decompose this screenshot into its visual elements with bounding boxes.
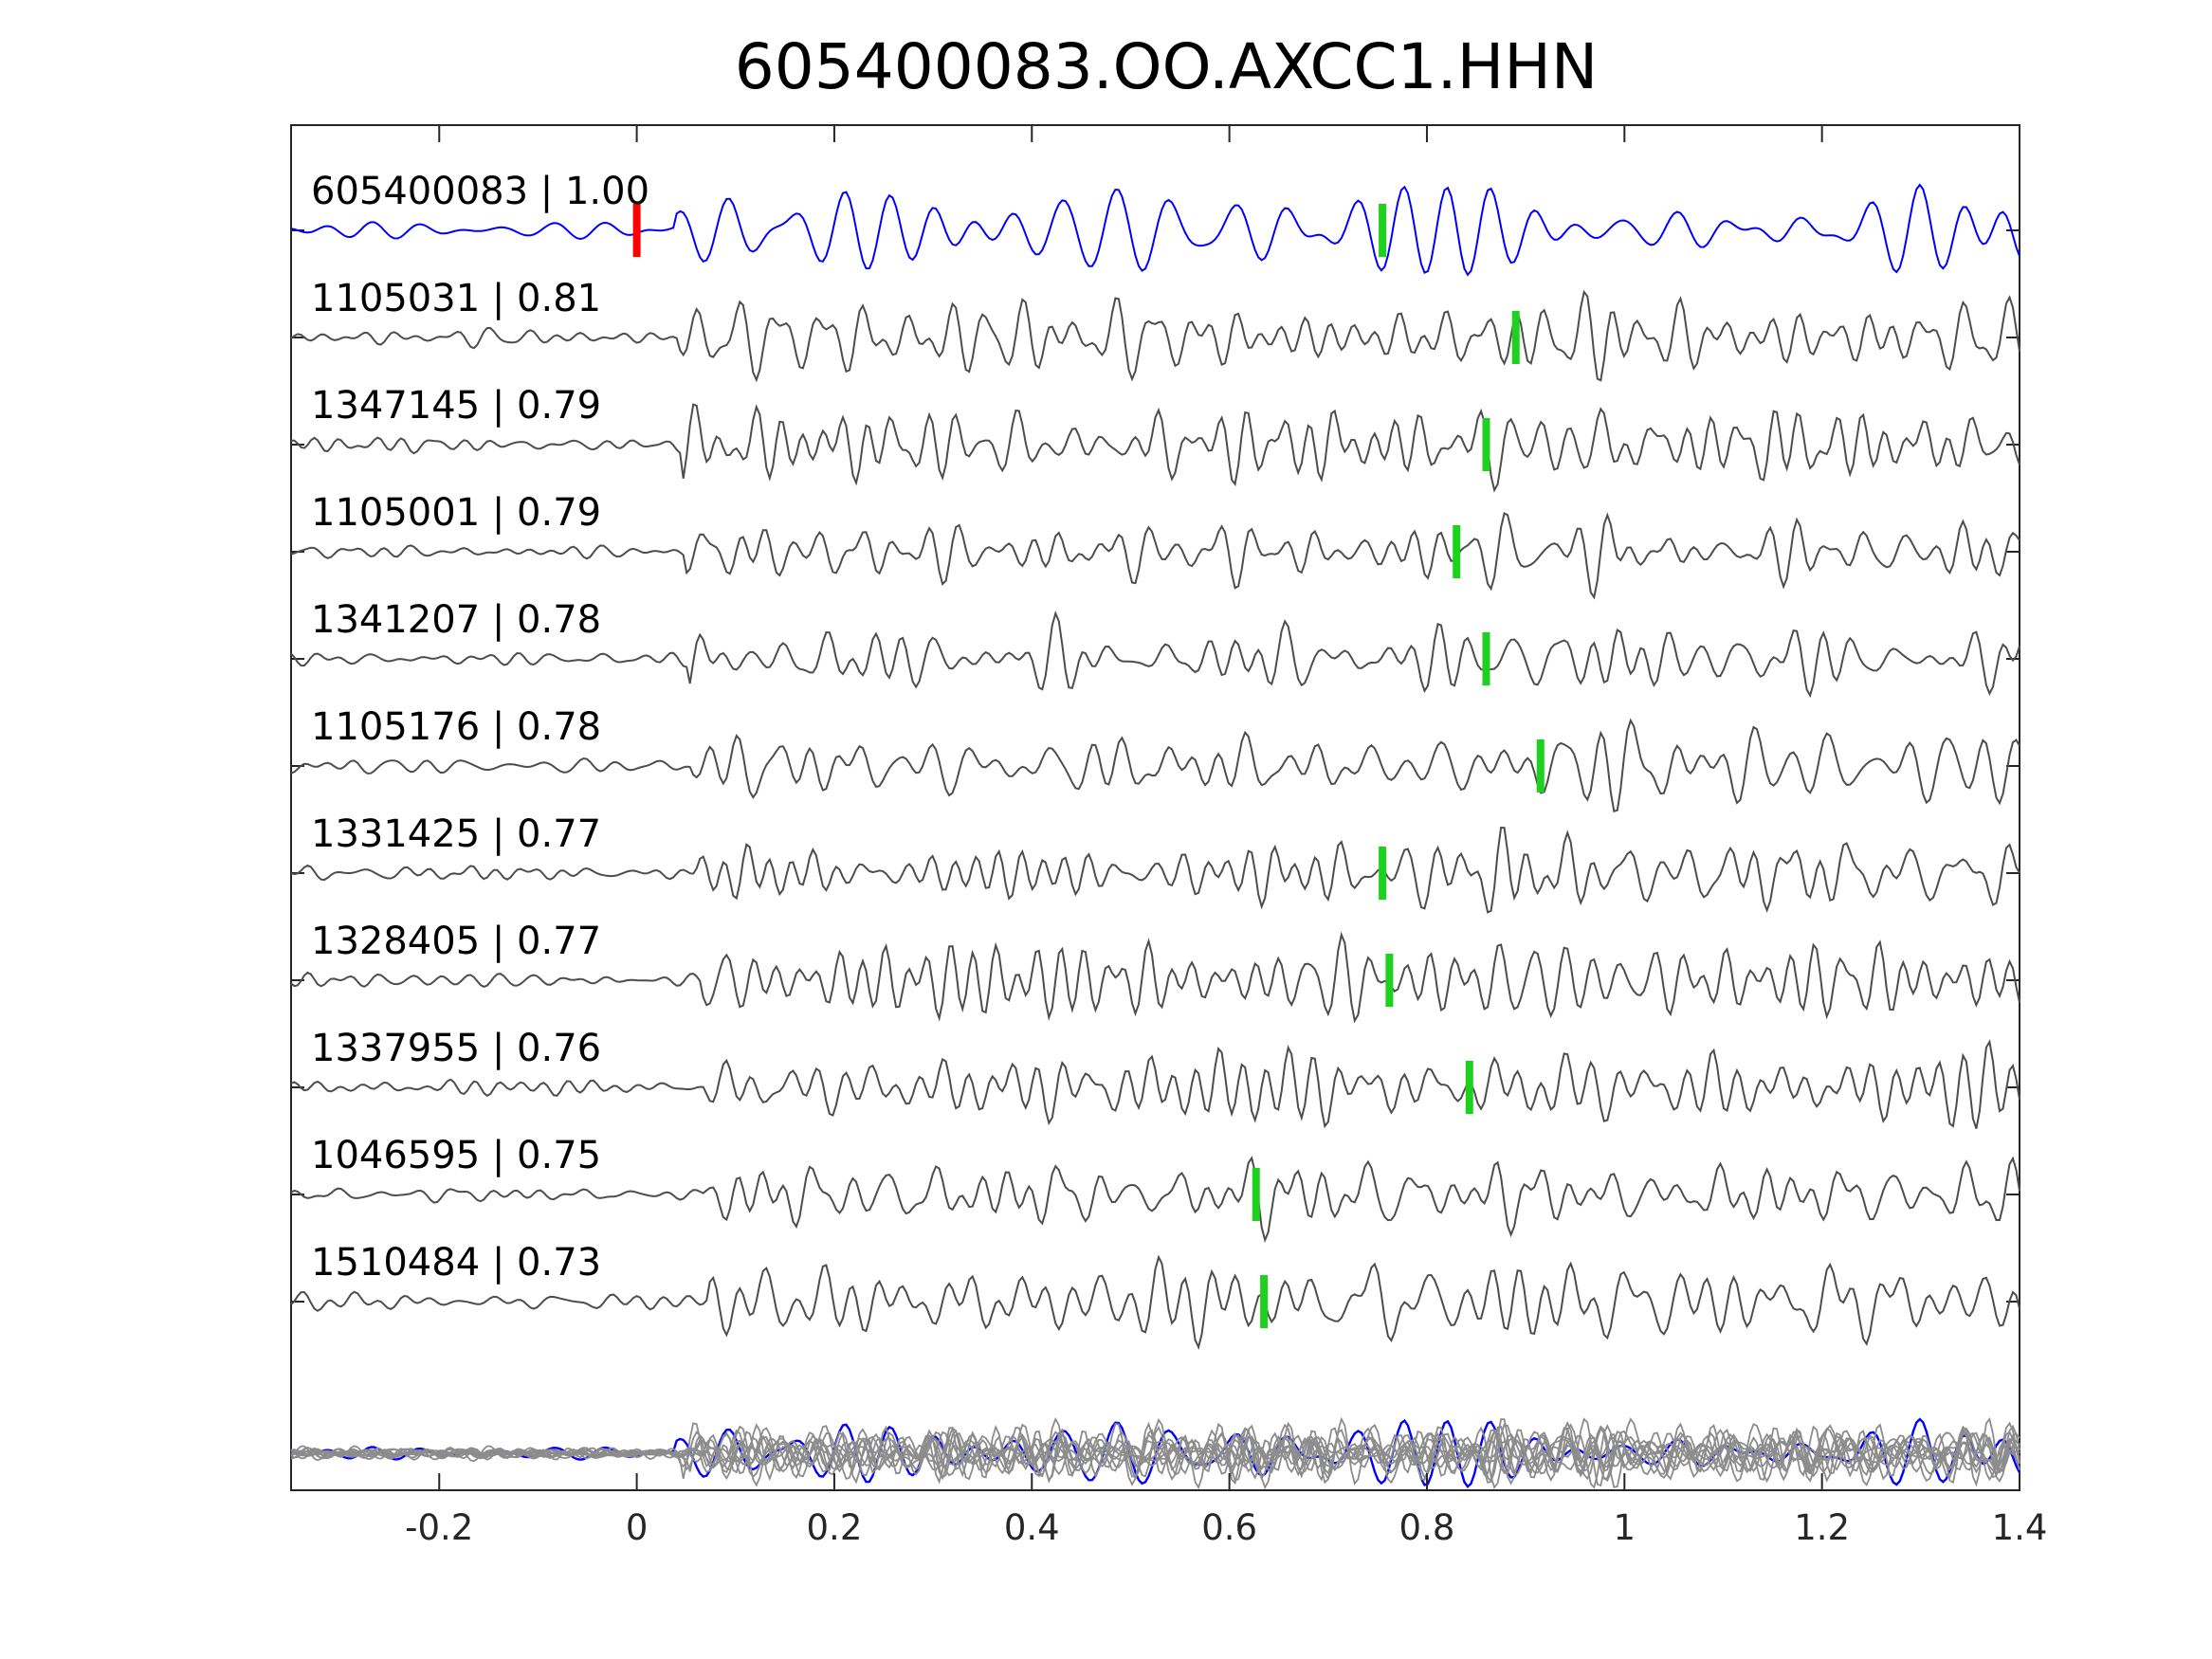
x-tick-label: 0.6 [1201,1507,1257,1548]
waveform-traces [290,183,2020,1350]
pick-markers [632,204,1545,1328]
plot-area-frame [290,124,2020,1491]
waveform-trace [290,931,2020,1024]
waveform-trace [290,183,2020,277]
x-tick-label: 1.4 [1992,1507,2048,1548]
overlay-trace [290,1416,2020,1486]
x-tick-label: -0.2 [405,1507,473,1548]
trace-label: 1347145 | 0.79 [311,384,601,428]
trace-label: 1105031 | 0.81 [311,277,601,320]
trace-label: 1341207 | 0.78 [311,598,601,642]
waveform-trace [290,718,2020,812]
trace-label: 1337955 | 0.76 [311,1027,601,1070]
overlay-trace [290,1424,2020,1490]
x-tick-label: 1 [1614,1507,1636,1548]
waveform-trace [290,1156,2020,1244]
waveform-trace [290,512,2020,600]
x-axis: -0.2 0 0.2 0.4 0.6 0.8 1 1.2 1.4 [405,125,2047,1548]
trace-label: 1328405 | 0.77 [311,920,601,963]
waveform-trace [290,289,2020,383]
x-tick-label: 0.8 [1399,1507,1455,1548]
overlay-traces [290,1416,2021,1490]
waveform-trace [290,826,2020,914]
waveform-trace [290,1039,2020,1129]
x-tick-label: 0 [626,1507,649,1548]
trace-label: 1105001 | 0.79 [311,491,601,535]
trace-label: 1105176 | 0.78 [311,705,601,749]
waveform-trace [290,1254,2020,1350]
overlay-trace [290,1417,2020,1488]
waveform-trace [290,403,2020,493]
trace-label: 1331425 | 0.77 [311,812,601,856]
trace-label: 605400083 | 1.00 [311,170,649,213]
x-tick-label: 0.4 [1004,1507,1060,1548]
x-tick-label: 1.2 [1794,1507,1850,1548]
trace-labels: 605400083 | 1.00 1105031 | 0.81 1347145 | … [311,170,649,1285]
trace-label: 1046595 | 0.75 [311,1134,601,1177]
waveform-trace [290,610,2020,699]
chart-title: 605400083.OO.AXCC1.HHN [735,30,1598,103]
overlay-trace [290,1416,2020,1487]
x-tick-label: 0.2 [807,1507,863,1548]
overlay-trace [290,1417,2020,1490]
trace-label: 1510484 | 0.73 [311,1241,601,1285]
